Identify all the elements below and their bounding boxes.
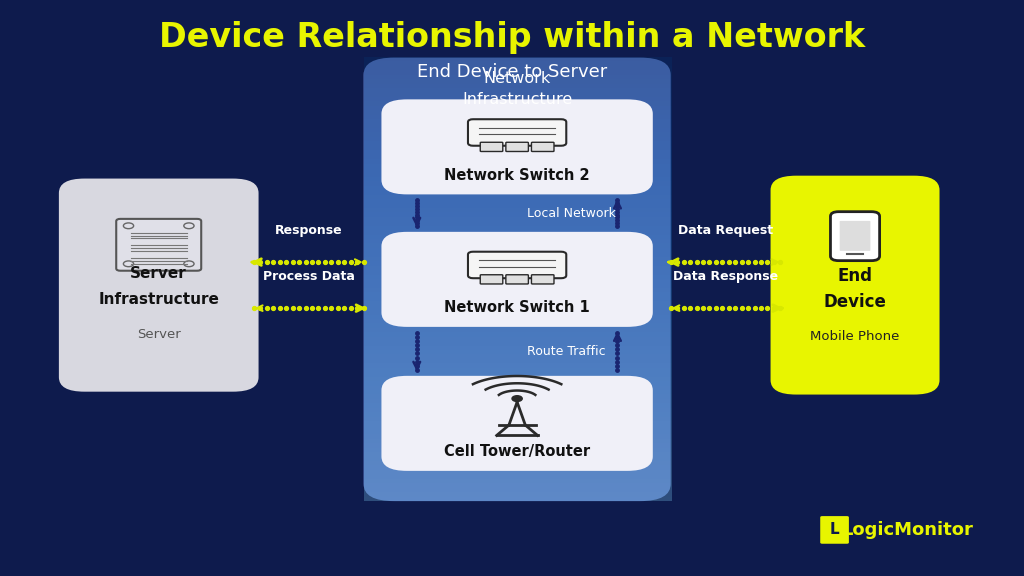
Text: End: End — [838, 267, 872, 286]
FancyBboxPatch shape — [364, 58, 671, 501]
FancyBboxPatch shape — [830, 212, 880, 260]
Text: Data Request: Data Request — [678, 224, 773, 237]
FancyBboxPatch shape — [468, 252, 566, 278]
Text: L: L — [829, 522, 840, 537]
FancyBboxPatch shape — [381, 376, 653, 471]
FancyBboxPatch shape — [840, 221, 870, 251]
Text: Server: Server — [130, 266, 187, 281]
FancyBboxPatch shape — [59, 179, 258, 392]
FancyBboxPatch shape — [531, 142, 554, 151]
Text: Data Response: Data Response — [673, 270, 778, 283]
Text: Infrastructure: Infrastructure — [98, 292, 219, 307]
FancyBboxPatch shape — [820, 516, 849, 544]
FancyBboxPatch shape — [506, 275, 528, 284]
Text: Network Switch 2: Network Switch 2 — [444, 168, 590, 183]
Text: Mobile Phone: Mobile Phone — [810, 331, 900, 343]
FancyBboxPatch shape — [770, 176, 940, 395]
Text: Device: Device — [823, 293, 887, 312]
FancyBboxPatch shape — [116, 219, 201, 271]
Text: Process Data: Process Data — [263, 270, 354, 283]
FancyBboxPatch shape — [480, 275, 503, 284]
FancyBboxPatch shape — [381, 232, 653, 327]
Text: Server: Server — [137, 328, 180, 340]
Text: Route Traffic: Route Traffic — [527, 345, 606, 358]
Text: Local Network: Local Network — [527, 207, 616, 219]
Text: Network Switch 1: Network Switch 1 — [444, 300, 590, 316]
Text: Cell Tower/Router: Cell Tower/Router — [444, 444, 590, 460]
Text: Network
Infrastructure: Network Infrastructure — [462, 71, 572, 107]
FancyBboxPatch shape — [506, 142, 528, 151]
FancyBboxPatch shape — [468, 119, 566, 146]
Text: LogicMonitor: LogicMonitor — [841, 521, 973, 539]
Text: Response: Response — [274, 224, 343, 237]
FancyBboxPatch shape — [480, 142, 503, 151]
Circle shape — [512, 396, 522, 401]
Text: Device Relationship within a Network: Device Relationship within a Network — [159, 21, 865, 54]
FancyBboxPatch shape — [381, 100, 653, 195]
FancyBboxPatch shape — [531, 275, 554, 284]
Text: End Device to Server: End Device to Server — [417, 63, 607, 81]
